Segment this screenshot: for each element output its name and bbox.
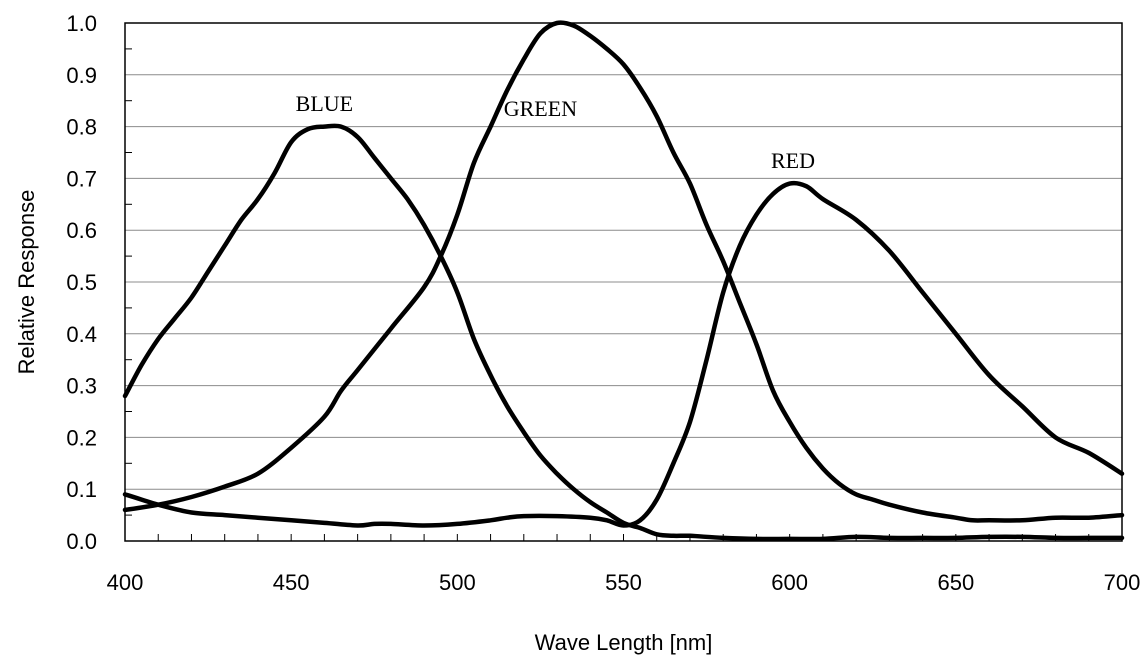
- grid-lines: [125, 74, 1122, 490]
- y-tick-label: 0.1: [66, 477, 97, 502]
- y-tick-label: 0.4: [66, 322, 97, 347]
- data-series: [122, 20, 1125, 542]
- x-axis-tick-labels: 400 450 500 550 600 650 700: [107, 570, 1141, 595]
- series-label-red: RED: [771, 148, 815, 173]
- y-tick-label: 0.9: [66, 63, 97, 88]
- y-tick-label: 0.2: [66, 425, 97, 450]
- x-tick-label: 700: [1104, 570, 1141, 595]
- x-tick-label: 450: [273, 570, 310, 595]
- x-tick-label: 550: [605, 570, 642, 595]
- y-axis-tick-labels: 0.0 0.1 0.2 0.3 0.4 0.5 0.6 0.7 0.8 0.9 1.0: [66, 11, 97, 554]
- y-axis-title: Relative Response: [14, 190, 39, 375]
- y-tick-label: 0.6: [66, 218, 97, 243]
- plot-area-frame: [124, 22, 1123, 542]
- series-labels: BLUE GREEN RED: [296, 91, 815, 173]
- x-axis-title: Wave Length [nm]: [535, 630, 713, 655]
- x-tick-label: 650: [937, 570, 974, 595]
- y-tick-label: 0.8: [66, 115, 97, 140]
- x-tick-label: 500: [439, 570, 476, 595]
- y-tick-label: 1.0: [66, 11, 97, 36]
- minor-ticks: [125, 48, 1090, 541]
- y-tick-label: 0.3: [66, 374, 97, 399]
- y-tick-label: 0.7: [66, 166, 97, 191]
- x-tick-label: 400: [107, 570, 144, 595]
- series-label-blue: BLUE: [296, 91, 353, 116]
- y-tick-label: 0.0: [66, 529, 97, 554]
- series-line-blue: [122, 123, 1125, 542]
- y-tick-label: 0.5: [66, 270, 97, 295]
- series-line-red: [122, 180, 1125, 528]
- x-tick-label: 600: [771, 570, 808, 595]
- series-label-green: GREEN: [504, 96, 577, 121]
- series-line-green: [122, 20, 1125, 523]
